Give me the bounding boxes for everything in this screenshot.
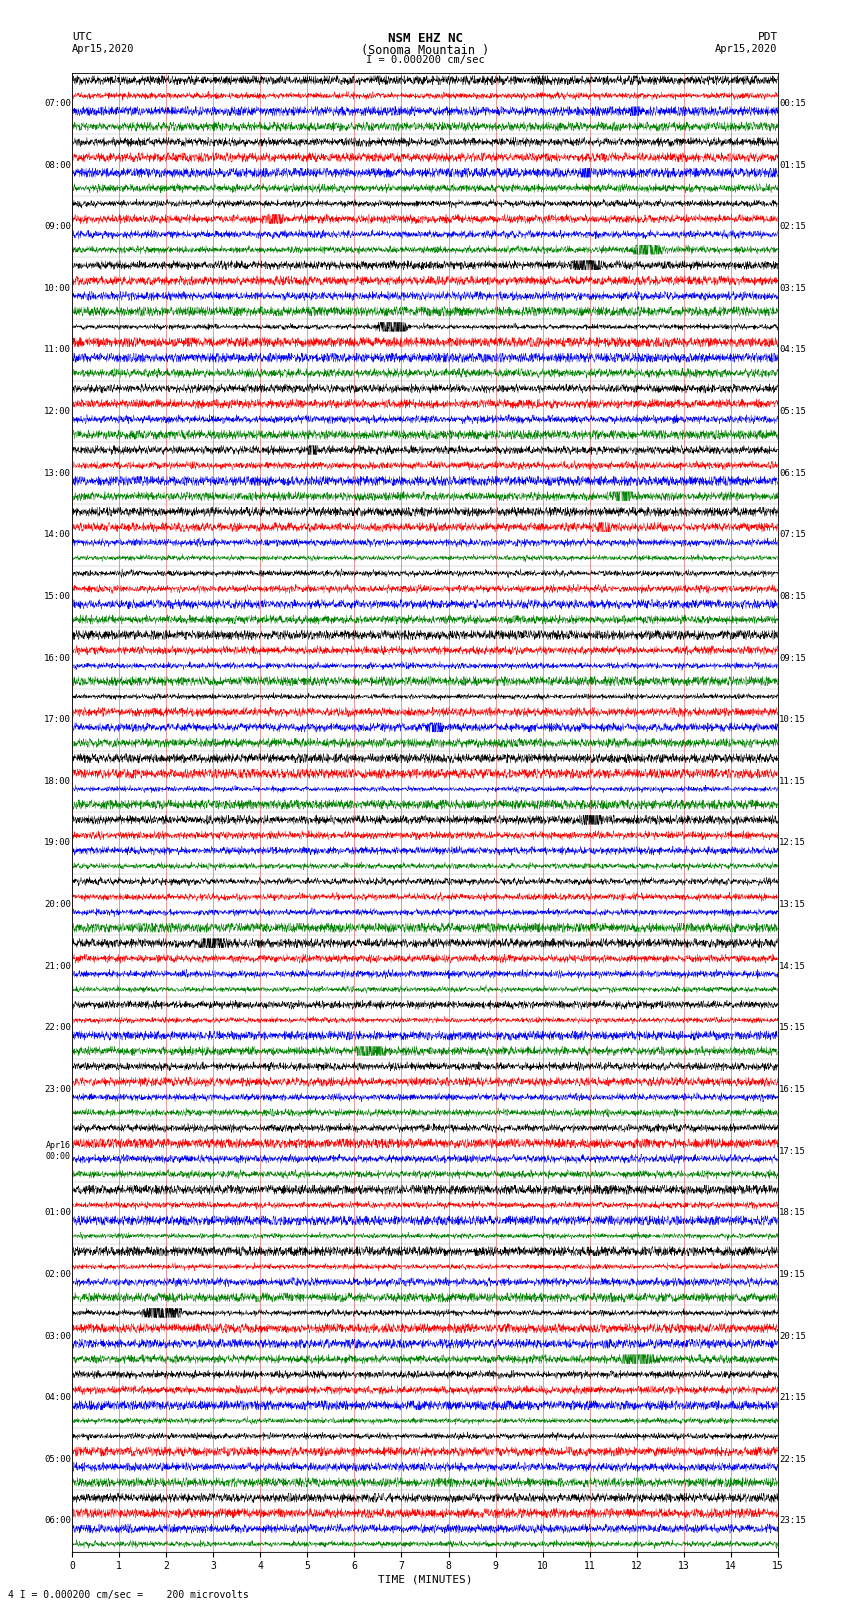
Text: 11:00: 11:00 (44, 345, 71, 355)
Text: 01:15: 01:15 (779, 161, 806, 169)
Text: 05:15: 05:15 (779, 406, 806, 416)
Text: 18:15: 18:15 (779, 1208, 806, 1218)
Text: 02:00: 02:00 (44, 1269, 71, 1279)
Text: 01:00: 01:00 (44, 1208, 71, 1218)
Text: 04:15: 04:15 (779, 345, 806, 355)
Text: 13:00: 13:00 (44, 469, 71, 477)
Text: 11:15: 11:15 (779, 777, 806, 786)
Text: 04:00: 04:00 (44, 1394, 71, 1402)
Text: 16:15: 16:15 (779, 1086, 806, 1094)
Text: 23:00: 23:00 (44, 1086, 71, 1094)
Text: Apr16
00:00: Apr16 00:00 (46, 1142, 71, 1161)
Text: 14:00: 14:00 (44, 531, 71, 539)
Text: 08:00: 08:00 (44, 161, 71, 169)
Text: 06:15: 06:15 (779, 469, 806, 477)
Text: 08:15: 08:15 (779, 592, 806, 602)
Text: 06:00: 06:00 (44, 1516, 71, 1526)
X-axis label: TIME (MINUTES): TIME (MINUTES) (377, 1574, 473, 1584)
Text: Apr15,2020: Apr15,2020 (715, 44, 778, 53)
Text: 03:15: 03:15 (779, 284, 806, 294)
Text: 12:00: 12:00 (44, 406, 71, 416)
Text: 17:15: 17:15 (779, 1147, 806, 1155)
Text: 16:00: 16:00 (44, 653, 71, 663)
Text: I = 0.000200 cm/sec: I = 0.000200 cm/sec (366, 55, 484, 65)
Text: 14:15: 14:15 (779, 961, 806, 971)
Text: 10:15: 10:15 (779, 715, 806, 724)
Text: 05:00: 05:00 (44, 1455, 71, 1463)
Text: 12:15: 12:15 (779, 839, 806, 847)
Text: 13:15: 13:15 (779, 900, 806, 910)
Text: 20:00: 20:00 (44, 900, 71, 910)
Text: 03:00: 03:00 (44, 1331, 71, 1340)
Text: 23:15: 23:15 (779, 1516, 806, 1526)
Text: 21:15: 21:15 (779, 1394, 806, 1402)
Text: 22:15: 22:15 (779, 1455, 806, 1463)
Text: PDT: PDT (757, 32, 778, 42)
Text: 18:00: 18:00 (44, 777, 71, 786)
Text: 00:15: 00:15 (779, 98, 806, 108)
Text: 22:00: 22:00 (44, 1023, 71, 1032)
Text: 21:00: 21:00 (44, 961, 71, 971)
Text: 09:15: 09:15 (779, 653, 806, 663)
Text: 4 I = 0.000200 cm/sec =    200 microvolts: 4 I = 0.000200 cm/sec = 200 microvolts (8, 1590, 249, 1600)
Text: 19:00: 19:00 (44, 839, 71, 847)
Text: 17:00: 17:00 (44, 715, 71, 724)
Text: 07:15: 07:15 (779, 531, 806, 539)
Text: 10:00: 10:00 (44, 284, 71, 294)
Text: 19:15: 19:15 (779, 1269, 806, 1279)
Text: 20:15: 20:15 (779, 1331, 806, 1340)
Text: Apr15,2020: Apr15,2020 (72, 44, 135, 53)
Text: 09:00: 09:00 (44, 223, 71, 231)
Text: 02:15: 02:15 (779, 223, 806, 231)
Text: (Sonoma Mountain ): (Sonoma Mountain ) (361, 44, 489, 56)
Text: 15:00: 15:00 (44, 592, 71, 602)
Text: UTC: UTC (72, 32, 93, 42)
Text: 15:15: 15:15 (779, 1023, 806, 1032)
Text: NSM EHZ NC: NSM EHZ NC (388, 32, 462, 45)
Text: 07:00: 07:00 (44, 98, 71, 108)
